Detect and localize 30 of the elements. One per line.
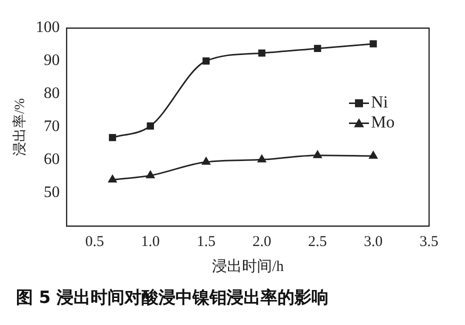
y-tick-label: 100 (36, 19, 60, 36)
point (258, 50, 266, 57)
y-tick-label: 70 (44, 118, 60, 136)
point (202, 57, 210, 65)
point (202, 157, 210, 165)
point (369, 151, 378, 159)
legend-label: Ni (371, 92, 388, 112)
y-tick-label: 90 (44, 52, 60, 70)
point (370, 40, 377, 48)
legend-label: Mo (371, 112, 395, 132)
point (314, 44, 322, 52)
point (146, 122, 154, 130)
point (146, 170, 155, 178)
x-tick-label: 0.5 (85, 234, 104, 250)
y-tick-label: 50 (44, 184, 60, 202)
x-tick-label: 1.0 (141, 234, 160, 250)
point (108, 134, 116, 142)
y-axis-title: 浸出率/% (12, 98, 28, 156)
y-tick-label: 60 (44, 151, 60, 168)
y-tick-label: 80 (44, 85, 60, 102)
x-tick-label: 3.5 (420, 234, 438, 250)
x-tick-label: 3.0 (364, 234, 383, 250)
point (108, 175, 117, 183)
x-tick-label: 2.0 (252, 234, 272, 250)
x-axis-title: 浸出时间/h (212, 258, 284, 275)
point (313, 150, 322, 158)
x-tick-label: 2.5 (308, 234, 327, 250)
x-tick-label: 1.5 (196, 234, 216, 250)
caption: 图 5 浸出时间对酸浸中镍钼浸出率的影响 (15, 287, 330, 309)
point (258, 154, 266, 162)
